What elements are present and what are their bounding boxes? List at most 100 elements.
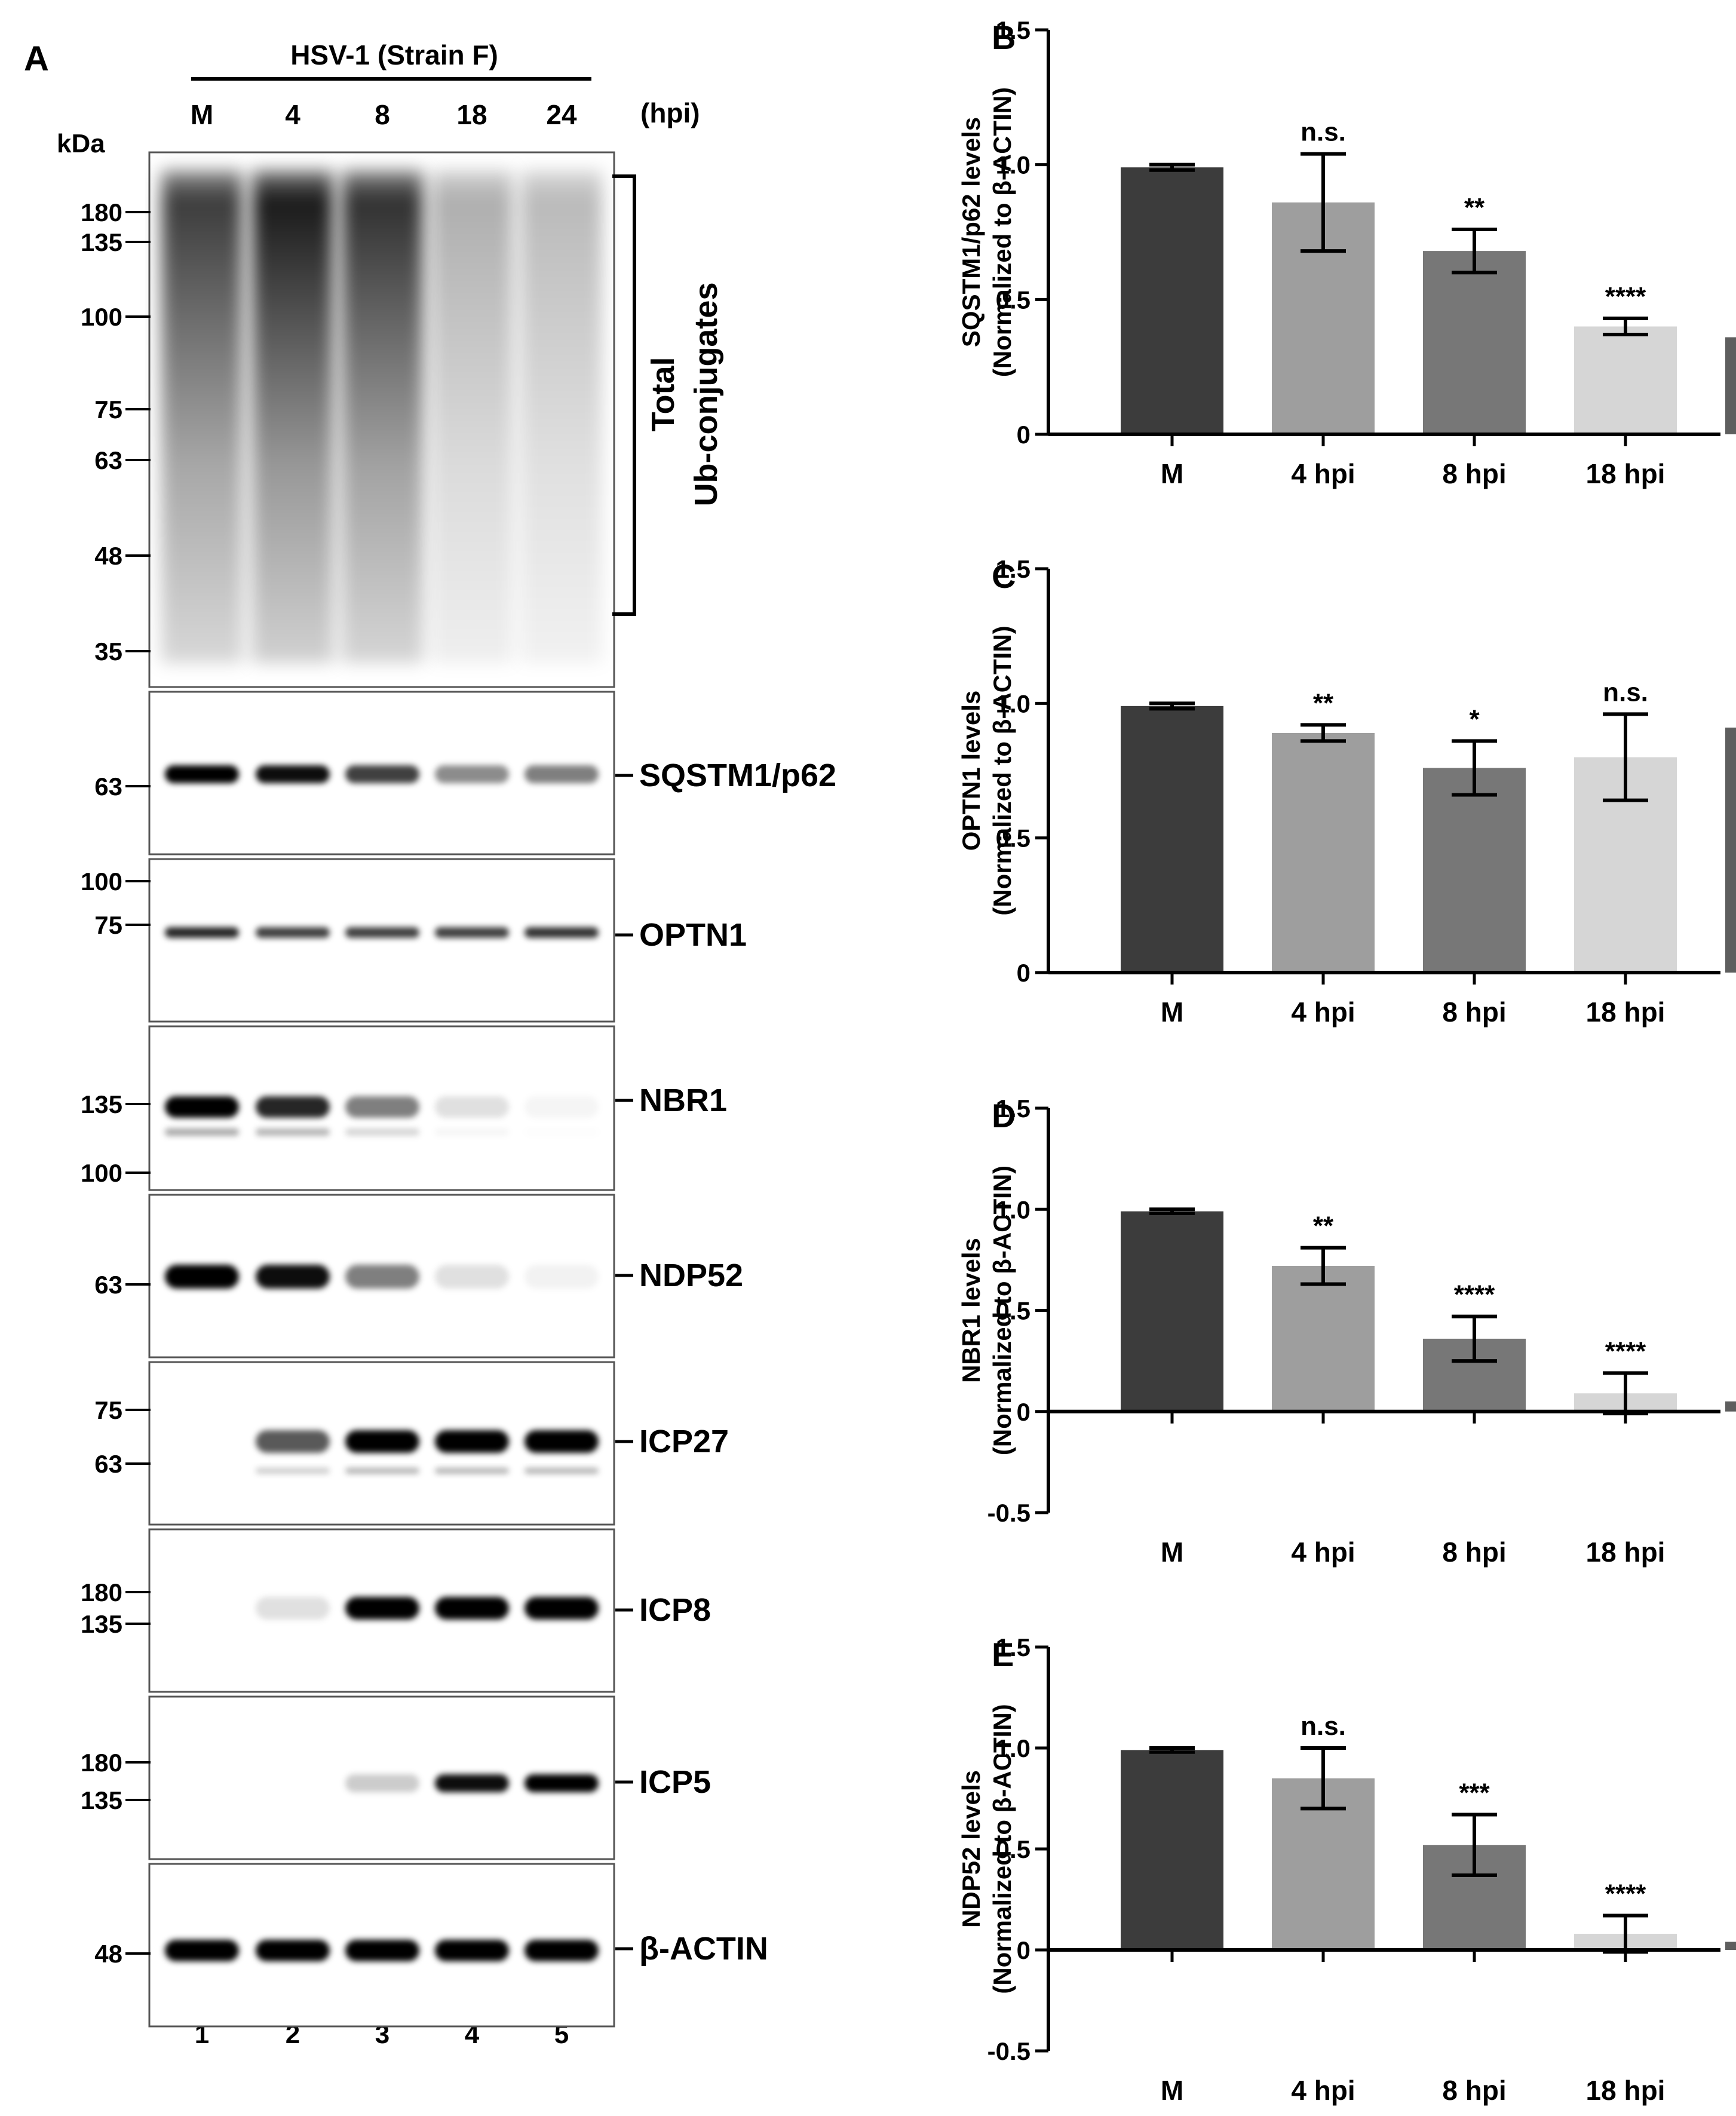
blot-panel: NDP52 63 (94, 1194, 743, 1358)
mw-marker-label: 75 (94, 395, 122, 424)
bar (1725, 727, 1736, 973)
blot-band (345, 765, 419, 783)
y-tick-label: 1.0 (996, 1195, 1030, 1223)
blot-band (525, 1430, 599, 1453)
protein-label: β-ACTIN (639, 1931, 768, 1967)
blot-band (525, 1774, 599, 1792)
blot-panel: β-ACTIN 48 (94, 1863, 768, 2028)
y-tick-label: -0.5 (987, 1499, 1030, 1527)
blot-band (256, 1597, 330, 1620)
x-tick-label: 18 hpi (1586, 458, 1666, 489)
blot-band (525, 1096, 599, 1118)
significance-label: **** (1454, 1280, 1495, 1310)
y-tick-label: 0.5 (996, 1297, 1030, 1325)
significance-label: ** (1313, 688, 1334, 717)
blot-band (345, 1265, 419, 1289)
significance-label: n.s. (1301, 1712, 1346, 1741)
mw-marker-label: 63 (94, 1450, 122, 1478)
blot-band (256, 765, 330, 783)
blot-smear-lane (161, 170, 243, 663)
x-tick-label: 4 hpi (1291, 2075, 1355, 2106)
blot-panel: ICP27 75 63 (94, 1361, 729, 1526)
blot-band (525, 1468, 599, 1474)
y-tick-label: 0.5 (996, 1835, 1030, 1863)
virus-strain-label: HSV-1 (Strain F) (290, 39, 498, 70)
y-axis-label: (Normalized to β-ACTIN) (988, 87, 1016, 377)
x-tick-label: M (1161, 458, 1183, 489)
y-tick-label: 1.0 (996, 151, 1030, 179)
blot-band (345, 927, 419, 938)
blot-band (256, 1096, 330, 1118)
bar-chart-e: E -0.5 0 0.5 1.0 1.5 Mn.s. 4 hpi *** 8 hpi **** 18 … (957, 1633, 1736, 2106)
protein-label: NDP52 (639, 1258, 743, 1293)
bar (1121, 1211, 1223, 1412)
blot-band (435, 1597, 509, 1620)
y-tick-label: -0.5 (987, 2037, 1030, 2065)
mw-marker-label: 75 (94, 911, 122, 939)
x-tick-label: 4 hpi (1291, 1537, 1355, 1568)
blot-band (165, 927, 239, 938)
x-tick-label: 8 hpi (1442, 458, 1506, 489)
mw-marker-label: 63 (94, 772, 122, 801)
blot-smear-lane (252, 170, 333, 663)
y-tick-label: 0.5 (996, 824, 1030, 852)
blot-band (165, 1940, 239, 1961)
blot-band (165, 1265, 239, 1289)
blot-band (345, 1774, 419, 1792)
bar (1574, 326, 1677, 434)
blot-band (256, 1940, 330, 1961)
significance-label: **** (1605, 1879, 1646, 1909)
mw-marker-label: 100 (81, 1159, 122, 1187)
significance-label: n.s. (1301, 118, 1346, 147)
y-tick-label: 1.5 (996, 1633, 1030, 1661)
bar (1272, 732, 1375, 973)
blot-band (165, 1128, 239, 1136)
x-tick-label: M (1161, 2075, 1183, 2106)
mw-marker-label: 135 (81, 228, 122, 256)
blot-band (525, 1940, 599, 1961)
kda-label: kDa (57, 129, 105, 158)
y-axis-label: SQSTM1/p62 levels (957, 117, 985, 347)
lane-header: 4 (285, 99, 300, 130)
x-tick-label: 4 hpi (1291, 458, 1355, 489)
significance-label: ** (1313, 1212, 1334, 1241)
mw-marker-label: 180 (81, 1749, 122, 1777)
blot-band (435, 1468, 509, 1474)
blot-band (165, 765, 239, 783)
panel-letter: C (992, 557, 1016, 595)
bar (1121, 167, 1223, 434)
blot-smear-lane (431, 170, 513, 663)
lane-header: 24 (546, 99, 577, 130)
blot-panel: OPTN1 100 75 (81, 858, 747, 1023)
mw-marker-label: 135 (81, 1610, 122, 1638)
bar (1725, 1401, 1736, 1412)
blot-band (345, 1096, 419, 1118)
panel-letter: E (992, 1636, 1014, 1673)
blot-band (345, 1597, 419, 1620)
y-tick-label: 0.5 (996, 286, 1030, 314)
blot-band (435, 1940, 509, 1961)
blot-band (345, 1128, 419, 1136)
blot-band (256, 927, 330, 938)
blot-panel: ICP8 180 135 (81, 1528, 711, 1693)
hpi-unit-label: (hpi) (640, 97, 700, 128)
y-axis-label: NBR1 levels (957, 1238, 985, 1383)
bar (1423, 768, 1526, 973)
bar (1272, 1266, 1375, 1412)
ub-conjugates-bracket (612, 174, 636, 616)
significance-label: * (1469, 704, 1480, 734)
y-tick-label: 0 (1017, 1936, 1030, 1964)
mw-marker-label: 100 (81, 303, 122, 331)
blot-band (165, 1096, 239, 1118)
y-axis-label: OPTN1 levels (957, 691, 985, 851)
blot-smear-lane (342, 170, 423, 663)
protein-label: NBR1 (639, 1082, 727, 1118)
lane-header: M (191, 99, 213, 130)
blot-band (435, 765, 509, 783)
bar (1725, 1942, 1736, 1950)
bar-chart-d: D -0.5 0 0.5 1.0 1.5 M ** 4 hpi **** 8 hpi **** 18 h… (957, 1094, 1736, 1568)
x-tick-label: 8 hpi (1442, 2075, 1506, 2106)
y-axis-label: NDP52 levels (957, 1770, 985, 1928)
